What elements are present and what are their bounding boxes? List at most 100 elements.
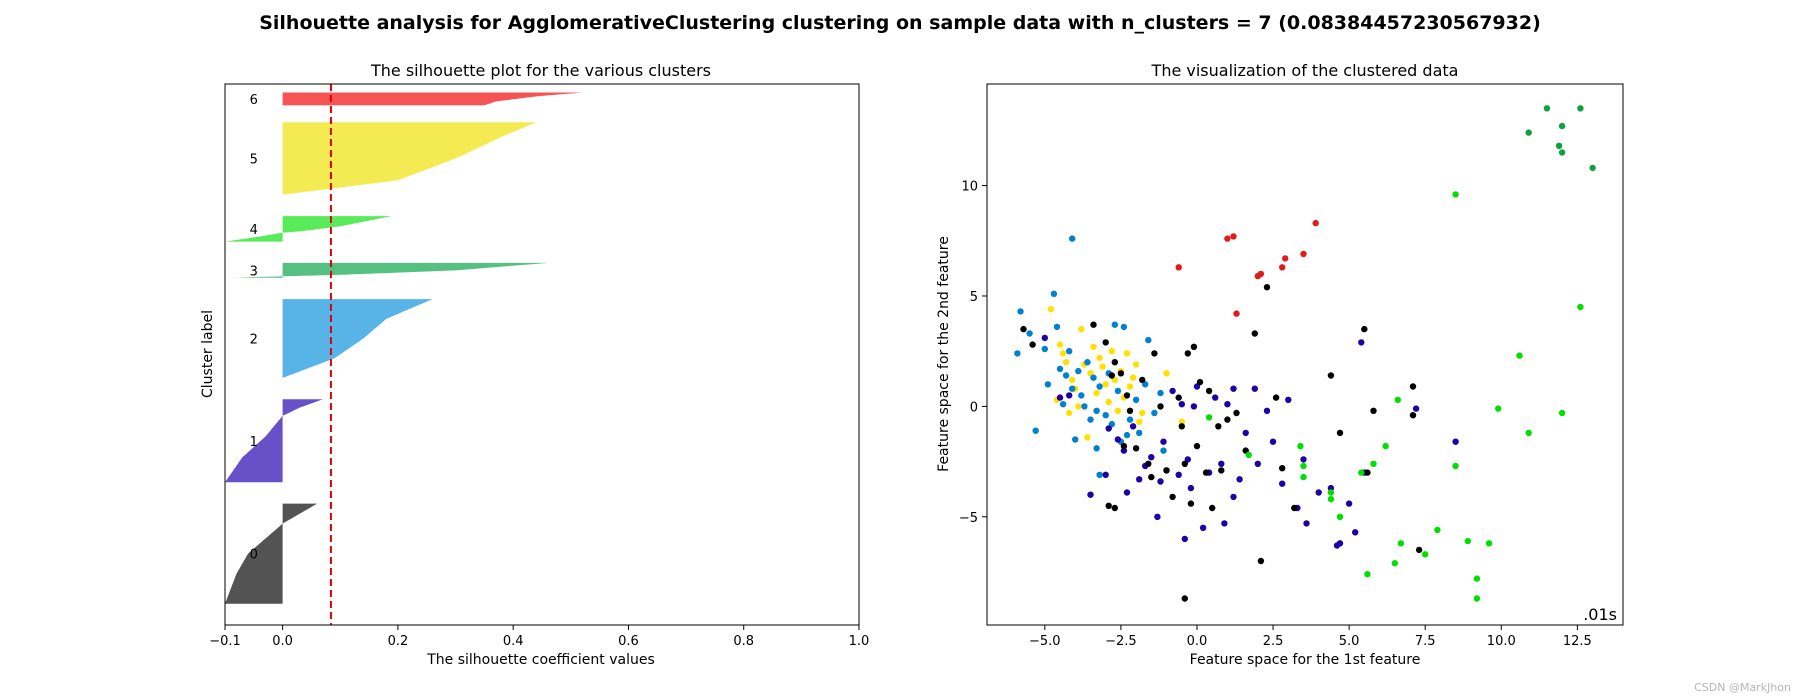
scatter-point-cluster-3 bbox=[1300, 456, 1307, 463]
scatter-point-cluster-5 bbox=[1300, 473, 1307, 481]
scatter-point-cluster-3 bbox=[1175, 471, 1182, 478]
scatter-point-cluster-2 bbox=[1072, 436, 1079, 443]
scatter-point-cluster-2 bbox=[1126, 416, 1134, 423]
scatter-point-cluster-4 bbox=[1108, 372, 1116, 379]
scatter-point-cluster-4 bbox=[1151, 350, 1158, 357]
scatter-point-cluster-4 bbox=[1196, 378, 1204, 386]
timing-annotation: .01s bbox=[1583, 605, 1617, 624]
scatter-point-cluster-2 bbox=[1087, 416, 1094, 423]
scatter-point-cluster-5 bbox=[1452, 191, 1459, 198]
scatter-point-cluster-2 bbox=[1102, 412, 1109, 419]
scatter-point-cluster-3 bbox=[1303, 520, 1310, 527]
scatter-point-cluster-5 bbox=[1394, 396, 1402, 403]
scatter-point-cluster-2 bbox=[1053, 323, 1061, 331]
scatter-point-cluster-4 bbox=[1233, 409, 1240, 417]
scatter-point-cluster-3 bbox=[1136, 476, 1143, 483]
scatter-point-cluster-3 bbox=[1178, 401, 1186, 408]
silhouette-xtick-label: 0.2 bbox=[388, 634, 409, 649]
scatter-point-cluster-1 bbox=[1136, 418, 1143, 425]
figure-suptitle: Silhouette analysis for AgglomerativeClu… bbox=[259, 12, 1541, 34]
scatter-point-cluster-2 bbox=[1062, 372, 1070, 379]
scatter-plot-ylabel: Feature space for the 2nd feature bbox=[936, 236, 952, 472]
scatter-point-cluster-3 bbox=[1187, 484, 1195, 492]
scatter-point-cluster-4 bbox=[1020, 325, 1027, 333]
scatter-point-cluster-4 bbox=[1409, 383, 1417, 390]
silhouette-plot-data: 0 1 2 3 4 5 6 bbox=[225, 84, 583, 625]
scatter-point-cluster-2 bbox=[1120, 323, 1128, 331]
scatter-point-cluster-4 bbox=[1102, 339, 1109, 346]
scatter-point-cluster-3 bbox=[1041, 334, 1049, 342]
scatter-point-cluster-3 bbox=[1212, 394, 1219, 401]
scatter-point-cluster-3 bbox=[1230, 385, 1237, 392]
scatter-point-cluster-4 bbox=[1224, 416, 1231, 423]
scatter-point-cluster-5 bbox=[1358, 469, 1365, 476]
cluster-label-3: 3 bbox=[250, 264, 258, 279]
scatter-point-cluster-2 bbox=[1160, 447, 1167, 454]
scatter-point-cluster-3 bbox=[1129, 423, 1137, 430]
scatter-point-cluster-4 bbox=[1178, 423, 1186, 430]
scatter-point-cluster-3 bbox=[1157, 478, 1164, 485]
scatter-point-cluster-2 bbox=[1041, 345, 1049, 353]
silhouette-plot: The silhouette plot for the various clus… bbox=[200, 61, 869, 668]
scatter-point-cluster-0 bbox=[1230, 233, 1237, 240]
scatter-point-cluster-5 bbox=[1397, 540, 1405, 547]
scatter-point-cluster-4 bbox=[1202, 469, 1210, 476]
scatter-point-cluster-4 bbox=[1029, 341, 1036, 348]
scatter-point-cluster-2 bbox=[1145, 336, 1152, 344]
scatter-point-cluster-4 bbox=[1111, 359, 1119, 366]
scatter-point-cluster-4 bbox=[1145, 460, 1152, 467]
scatter-point-cluster-2 bbox=[1132, 396, 1140, 403]
scatter-plot-xlabel: Feature space for the 1st feature bbox=[1190, 652, 1421, 668]
scatter-point-cluster-1 bbox=[1129, 374, 1137, 381]
scatter-point-cluster-4 bbox=[1364, 469, 1371, 476]
scatter-point-cluster-4 bbox=[1218, 467, 1225, 474]
scatter-point-cluster-2 bbox=[1069, 385, 1076, 392]
silhouette-cluster-2 bbox=[282, 299, 433, 378]
scatter-point-cluster-1 bbox=[1139, 409, 1146, 417]
scatter-xtick-label: 10.0 bbox=[1487, 634, 1516, 649]
scatter-xtick-label: 0.0 bbox=[1187, 634, 1208, 649]
scatter-point-cluster-4 bbox=[1193, 442, 1201, 450]
scatter-point-cluster-3 bbox=[1315, 489, 1322, 496]
scatter-point-cluster-4 bbox=[1184, 350, 1192, 357]
scatter-point-cluster-1 bbox=[1066, 409, 1073, 417]
scatter-point-cluster-1 bbox=[1078, 325, 1085, 333]
scatter-point-cluster-3 bbox=[1236, 476, 1243, 483]
silhouette-xtick-label: 0.8 bbox=[733, 634, 754, 649]
cluster-label-6: 6 bbox=[250, 93, 258, 108]
scatter-point-cluster-0 bbox=[1257, 270, 1265, 278]
scatter-point-cluster-2 bbox=[1032, 427, 1039, 434]
scatter-point-cluster-5 bbox=[1473, 575, 1481, 582]
scatter-point-cluster-2 bbox=[1096, 383, 1103, 390]
scatter-point-cluster-3 bbox=[1327, 484, 1335, 492]
scatter-point-cluster-2 bbox=[1157, 389, 1164, 397]
scatter-point-cluster-3 bbox=[1199, 524, 1207, 531]
scatter-plot-title: The visualization of the clustered data bbox=[1151, 61, 1459, 80]
scatter-point-cluster-4 bbox=[1190, 343, 1198, 350]
scatter-point-cluster-5 bbox=[1452, 462, 1459, 470]
scatter-point-cluster-5 bbox=[1327, 495, 1335, 503]
scatter-ytick-label: −5 bbox=[959, 511, 978, 526]
cluster-label-4: 4 bbox=[250, 223, 258, 238]
scatter-point-cluster-5 bbox=[1558, 409, 1566, 417]
scatter-point-cluster-3 bbox=[1336, 540, 1344, 547]
scatter-point-cluster-4 bbox=[1279, 465, 1286, 472]
silhouette-xtick-label: 1.0 bbox=[849, 634, 870, 649]
scatter-point-cluster-4 bbox=[1415, 546, 1423, 554]
scatter-point-cluster-4 bbox=[1120, 442, 1128, 450]
scatter-xtick-label: 2.5 bbox=[1263, 634, 1284, 649]
scatter-point-cluster-3 bbox=[1056, 394, 1064, 401]
scatter-point-cluster-6 bbox=[1558, 122, 1566, 130]
scatter-xtick-label: 12.5 bbox=[1563, 634, 1592, 649]
scatter-point-cluster-5 bbox=[1473, 595, 1481, 602]
scatter-point-cluster-3 bbox=[1285, 396, 1292, 403]
silhouette-plot-xlabel: The silhouette coefficient values bbox=[426, 652, 655, 668]
scatter-point-cluster-2 bbox=[1081, 403, 1088, 410]
scatter-point-cluster-1 bbox=[1075, 403, 1082, 410]
scatter-point-cluster-5 bbox=[1370, 460, 1377, 467]
scatter-point-cluster-4 bbox=[1361, 325, 1368, 333]
scatter-point-cluster-3 bbox=[1154, 513, 1161, 520]
scatter-point-cluster-6 bbox=[1589, 164, 1596, 172]
scatter-point-cluster-0 bbox=[1279, 264, 1286, 271]
